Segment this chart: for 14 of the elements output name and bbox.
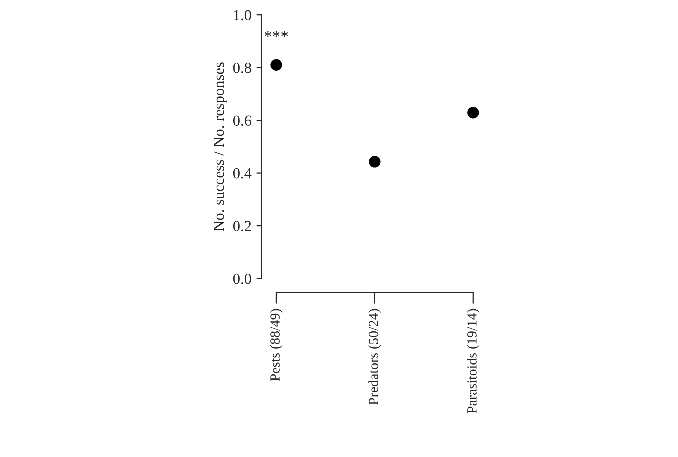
point (369, 156, 381, 168)
annotation: *** (264, 31, 288, 38)
point (468, 107, 480, 119)
x-tick-label: Parasitoids (19/14) (467, 309, 480, 414)
y-axis-title: No. success / No. responses (214, 62, 228, 232)
x-tick-label: Pests (88/49) (270, 309, 283, 382)
point (270, 59, 282, 71)
y-tick-label: 0.2 (233, 221, 252, 232)
y-tick-label: 0.0 (233, 274, 252, 284)
x-tick-label: Predators (50/24) (368, 309, 382, 406)
y-tick-label: 0.4 (233, 168, 252, 179)
y-tick-label: 0.8 (233, 62, 252, 74)
y-tick-label: 1.0 (234, 10, 252, 21)
y-tick-label: 0.6 (233, 116, 252, 126)
